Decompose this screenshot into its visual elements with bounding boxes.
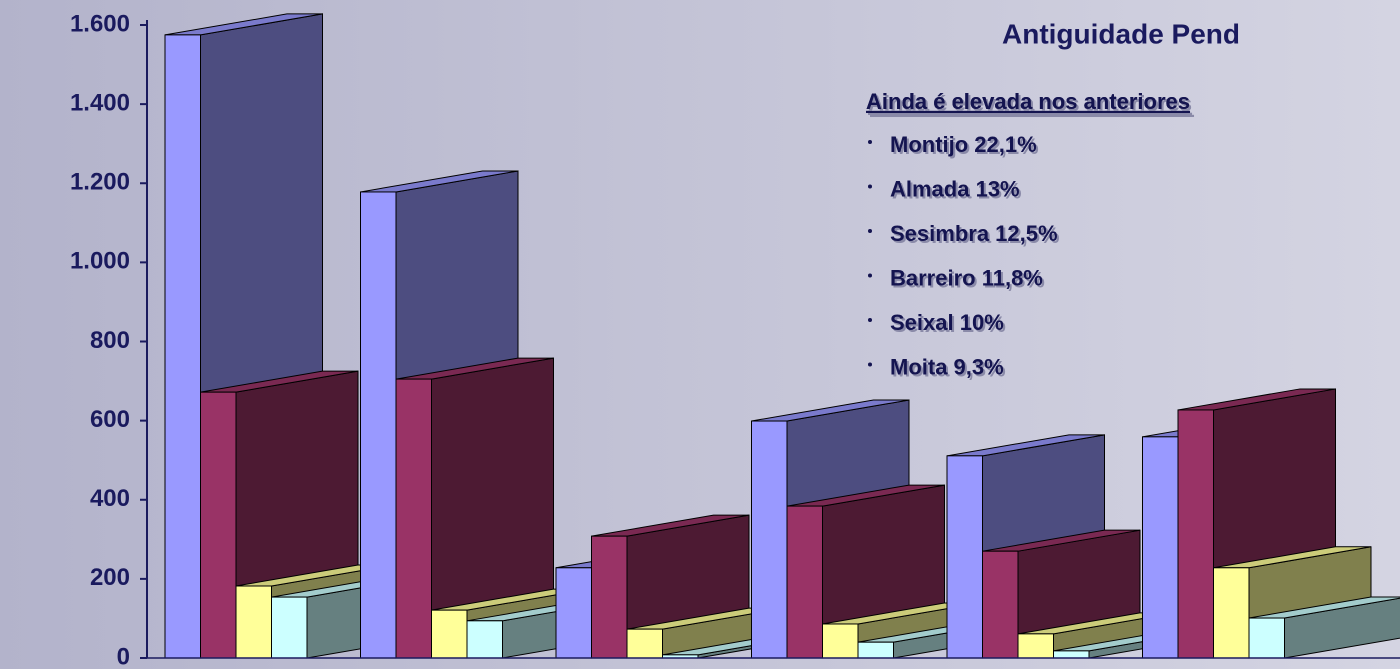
annotation: Montijo 22,1%	[890, 132, 1037, 157]
bar	[164, 34, 201, 659]
bar	[751, 420, 788, 659]
bar	[982, 550, 1019, 659]
bar	[822, 623, 859, 659]
y-tick-label: 800	[90, 327, 130, 354]
bar	[1177, 409, 1214, 659]
bullet	[868, 362, 872, 367]
bar	[946, 455, 983, 659]
y-tick-label: 0	[117, 643, 130, 669]
bullet	[868, 273, 872, 278]
bar	[235, 585, 272, 659]
bar	[1213, 567, 1250, 659]
annotation: Sesimbra 12,5%	[890, 221, 1058, 246]
y-tick-label: 1.600	[70, 10, 130, 37]
bar	[360, 191, 397, 659]
bar	[395, 378, 432, 659]
bullet	[868, 229, 872, 233]
annotation: Seixal 10%	[890, 310, 1004, 335]
bar	[200, 391, 237, 659]
bullet	[868, 318, 872, 322]
bar	[1142, 436, 1179, 659]
bar	[1248, 617, 1285, 659]
bullet	[868, 184, 872, 189]
y-tick-label: 600	[90, 406, 130, 433]
annotation: Barreiro 11,8%	[890, 265, 1043, 290]
bar	[857, 641, 894, 659]
y-tick-label: 1.000	[70, 248, 130, 275]
chart-title: Antiguidade Pend	[1002, 18, 1240, 49]
bar	[786, 505, 823, 659]
y-tick-label: 400	[90, 485, 130, 512]
bar	[466, 620, 503, 659]
bar	[1017, 633, 1054, 659]
bar	[271, 596, 308, 659]
y-tick-label: 200	[90, 564, 130, 591]
bar	[591, 535, 628, 659]
bar	[1053, 650, 1090, 659]
bar	[431, 609, 468, 659]
bar	[626, 628, 663, 659]
annotation-heading: Ainda é elevada nos anteriores	[866, 89, 1190, 114]
bar	[555, 567, 592, 659]
y-tick-label: 1.200	[70, 169, 130, 196]
bullet	[868, 140, 872, 144]
y-tick-label: 1.400	[70, 89, 130, 116]
annotation: Moita 9,3%	[890, 354, 1004, 379]
annotation: Almada 13%	[890, 176, 1020, 201]
